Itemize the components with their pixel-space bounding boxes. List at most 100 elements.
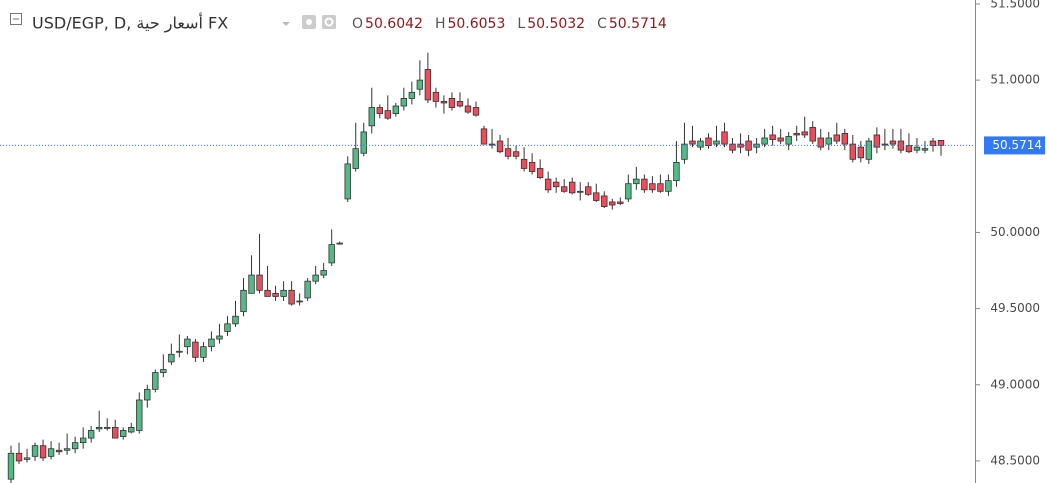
settings-icon-gear bbox=[324, 17, 334, 27]
candle-body bbox=[729, 143, 736, 151]
candle-body bbox=[160, 369, 167, 373]
candle-body bbox=[552, 181, 560, 188]
candle-body bbox=[55, 449, 63, 453]
candle-body bbox=[376, 107, 383, 115]
candle-body bbox=[841, 133, 848, 145]
candle-body bbox=[144, 388, 151, 401]
candle-body bbox=[392, 105, 400, 115]
candle-body bbox=[384, 110, 392, 119]
candle-body bbox=[633, 178, 640, 185]
candle-body bbox=[585, 186, 592, 195]
chart-title: USD/EGP, D, أسعار حية FX bbox=[32, 13, 228, 34]
candle-body bbox=[705, 137, 712, 147]
candle-body bbox=[240, 289, 247, 313]
ohlc-value: 50.5032 bbox=[527, 16, 585, 32]
candle-body bbox=[256, 274, 263, 291]
candle-body bbox=[360, 131, 367, 154]
settings-icon[interactable] bbox=[322, 15, 336, 29]
candle-body bbox=[689, 140, 696, 145]
candle-body bbox=[512, 151, 520, 157]
candle-body bbox=[312, 274, 319, 282]
candle-body bbox=[31, 445, 39, 457]
candle-body bbox=[905, 145, 913, 153]
candle-body bbox=[224, 323, 231, 332]
candle-body bbox=[657, 183, 664, 192]
candle-body bbox=[833, 134, 840, 142]
candle-body bbox=[865, 140, 873, 160]
candle-body bbox=[184, 338, 191, 348]
candle-body bbox=[472, 107, 480, 116]
candle-body bbox=[15, 452, 23, 462]
ohlc-label: H bbox=[435, 16, 446, 32]
candle-body bbox=[136, 399, 143, 431]
ohlc-value: 50.6053 bbox=[447, 16, 505, 32]
candle-body bbox=[200, 346, 207, 358]
candle-body bbox=[320, 270, 327, 276]
candle-body bbox=[336, 242, 343, 245]
candle-body bbox=[192, 341, 199, 358]
candle-body bbox=[569, 181, 576, 194]
candle-body bbox=[176, 350, 183, 353]
candle-body bbox=[921, 148, 929, 151]
candle-body bbox=[601, 195, 608, 207]
candle-body bbox=[352, 148, 359, 169]
candle-body bbox=[416, 79, 424, 90]
candle-body bbox=[665, 180, 672, 192]
last-price-box bbox=[984, 136, 1045, 155]
candle-body bbox=[889, 140, 897, 145]
candle-body bbox=[344, 163, 351, 200]
visibility-icon-eye bbox=[306, 19, 312, 25]
ohlc-label: O bbox=[352, 16, 363, 32]
y-tick-label: 49.5000 bbox=[990, 301, 1040, 315]
y-tick-label: 51.5000 bbox=[990, 0, 1040, 10]
candle-body bbox=[112, 427, 119, 439]
candle-body bbox=[857, 146, 865, 159]
candle-body bbox=[697, 140, 704, 148]
candle-body bbox=[641, 178, 648, 191]
candle-body bbox=[152, 372, 159, 390]
candle-body bbox=[368, 107, 375, 127]
candle-body bbox=[424, 69, 432, 101]
candle-body bbox=[528, 161, 536, 172]
last-price-label: 50.5714 bbox=[992, 138, 1042, 152]
candle-body bbox=[7, 452, 15, 480]
candle-body bbox=[649, 183, 656, 191]
candle-body bbox=[801, 131, 808, 136]
candle-body bbox=[464, 105, 472, 113]
candle-body bbox=[793, 133, 800, 136]
candle-body bbox=[248, 274, 255, 294]
candle-body bbox=[104, 427, 111, 429]
y-tick-label: 50.0000 bbox=[990, 225, 1040, 239]
candle-body bbox=[296, 300, 303, 303]
candle-body bbox=[873, 134, 881, 148]
candle-body bbox=[593, 192, 600, 201]
candle-body bbox=[272, 292, 279, 297]
collapse-icon[interactable] bbox=[10, 13, 22, 25]
candle-body bbox=[120, 430, 127, 437]
candle-body bbox=[304, 280, 311, 299]
candle-body bbox=[456, 101, 464, 107]
candle-body bbox=[47, 448, 55, 457]
candle-body bbox=[208, 338, 215, 348]
candle-body bbox=[625, 183, 632, 200]
candle-body bbox=[87, 430, 95, 439]
ohlc-value: 50.5714 bbox=[609, 16, 667, 32]
candle-body bbox=[39, 445, 47, 459]
candle-body bbox=[681, 143, 688, 160]
y-tick-label: 49.0000 bbox=[990, 377, 1040, 391]
candle-body bbox=[128, 427, 135, 433]
candle-body bbox=[264, 289, 271, 297]
candle-body bbox=[785, 136, 792, 145]
candle-body bbox=[745, 140, 752, 151]
candle-body bbox=[721, 131, 728, 145]
candle-body bbox=[216, 335, 223, 340]
dropdown-caret[interactable] bbox=[282, 22, 290, 26]
candle-body bbox=[937, 140, 945, 146]
candle-body bbox=[288, 289, 295, 305]
ohlc-label: C bbox=[597, 16, 607, 32]
candle-body bbox=[809, 126, 816, 142]
y-tick-label: 48.5000 bbox=[990, 453, 1040, 467]
